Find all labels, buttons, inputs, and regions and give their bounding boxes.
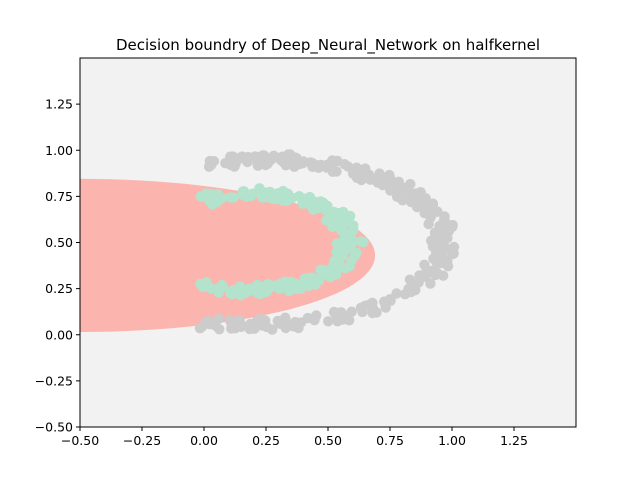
y-tick-label: 0.75 [45, 189, 73, 204]
data-point-series-0 [213, 313, 224, 324]
data-point-series-0 [403, 283, 414, 295]
data-point-series-0 [230, 157, 241, 168]
data-point-series-1 [239, 286, 250, 297]
x-tick-label: 0.25 [252, 433, 280, 448]
data-point-series-1 [281, 195, 293, 206]
data-point-series-1 [313, 200, 324, 211]
data-point-series-1 [322, 200, 333, 212]
data-point-series-0 [357, 306, 368, 318]
data-point-series-0 [391, 191, 403, 202]
y-tick-label: 0.50 [45, 235, 73, 250]
y-tick-label: 0.25 [45, 281, 73, 296]
data-point-series-1 [344, 261, 355, 272]
y-tick-label: −0.50 [35, 420, 73, 435]
y-tick-label: 1.00 [45, 143, 73, 158]
y-tick-label: 1.25 [45, 97, 73, 112]
data-point-series-0 [367, 303, 379, 314]
x-tick-label: 0.75 [376, 433, 404, 448]
data-point-series-0 [220, 158, 231, 169]
data-point-series-1 [227, 284, 239, 296]
data-point-series-0 [385, 295, 396, 306]
data-point-series-0 [335, 307, 346, 318]
data-point-series-1 [338, 206, 349, 218]
data-points [194, 149, 460, 335]
data-point-series-0 [365, 174, 376, 185]
data-point-series-0 [434, 240, 445, 251]
data-point-series-1 [335, 241, 346, 252]
data-point-series-0 [326, 159, 338, 171]
data-point-series-0 [356, 165, 367, 176]
data-point-series-0 [343, 161, 354, 172]
data-point-series-0 [439, 218, 450, 229]
data-point-series-1 [297, 198, 308, 209]
data-point-series-1 [303, 280, 315, 291]
data-point-series-1 [198, 191, 209, 202]
data-point-series-0 [426, 208, 438, 220]
x-tick-label: −0.25 [123, 433, 161, 448]
data-point-series-0 [262, 158, 273, 169]
data-point-series-0 [430, 269, 441, 281]
data-point-series-0 [290, 321, 301, 332]
x-tick-label: 0.00 [190, 433, 218, 448]
data-point-series-0 [419, 259, 430, 270]
data-point-series-1 [261, 187, 272, 198]
data-point-series-0 [346, 306, 357, 317]
data-point-series-0 [208, 156, 220, 167]
data-point-series-0 [425, 278, 436, 289]
data-point-series-1 [212, 196, 224, 207]
data-point-series-1 [325, 271, 336, 283]
x-tick-label: 0.50 [314, 433, 342, 448]
data-point-series-0 [267, 324, 278, 335]
data-point-series-0 [256, 313, 267, 325]
y-tick-label: 0.00 [45, 327, 73, 342]
data-point-series-1 [339, 229, 351, 240]
data-point-series-0 [196, 321, 208, 332]
data-point-series-0 [385, 184, 397, 195]
data-point-series-0 [249, 323, 260, 334]
chart-title: Decision boundry of Deep_Neural_Network … [116, 36, 540, 55]
y-tick-label: −0.25 [35, 373, 73, 388]
data-point-series-0 [274, 318, 286, 329]
data-point-series-0 [423, 218, 434, 230]
data-point-series-1 [358, 237, 369, 248]
data-point-series-0 [412, 198, 424, 210]
data-point-series-0 [297, 158, 308, 169]
data-point-series-0 [226, 323, 237, 334]
data-point-series-0 [403, 185, 414, 196]
data-point-series-0 [378, 174, 389, 186]
data-point-series-0 [442, 232, 453, 244]
data-point-series-0 [415, 187, 426, 198]
data-point-series-1 [343, 243, 354, 254]
data-point-series-1 [228, 192, 239, 203]
data-point-series-0 [447, 219, 458, 231]
data-point-series-1 [315, 264, 326, 275]
x-tick-label: −0.50 [61, 433, 99, 448]
x-tick-label: 1.00 [438, 433, 466, 448]
data-point-series-0 [305, 157, 316, 168]
data-point-series-0 [309, 315, 320, 326]
data-point-series-1 [201, 277, 212, 288]
x-tick-label: 1.25 [500, 433, 528, 448]
data-point-series-0 [252, 160, 264, 171]
y-axis: −0.50 −0.25 0.00 0.25 0.50 0.75 1.00 1.25 [35, 97, 80, 435]
data-point-series-1 [351, 247, 362, 259]
data-point-series-1 [328, 206, 340, 218]
data-point-series-0 [414, 270, 425, 281]
data-point-series-1 [337, 250, 348, 261]
data-point-series-0 [344, 315, 355, 326]
data-point-series-1 [239, 189, 250, 200]
data-point-series-0 [313, 162, 324, 173]
data-point-series-0 [257, 150, 268, 161]
data-point-series-0 [442, 255, 453, 266]
x-axis: −0.50 −0.25 0.00 0.25 0.50 0.75 1.00 1.25 [61, 427, 528, 448]
data-point-series-1 [328, 260, 339, 272]
data-point-series-0 [323, 316, 334, 327]
data-point-series-1 [262, 286, 273, 297]
data-point-series-0 [429, 227, 441, 238]
data-point-series-0 [280, 160, 292, 171]
data-point-series-1 [287, 280, 298, 291]
